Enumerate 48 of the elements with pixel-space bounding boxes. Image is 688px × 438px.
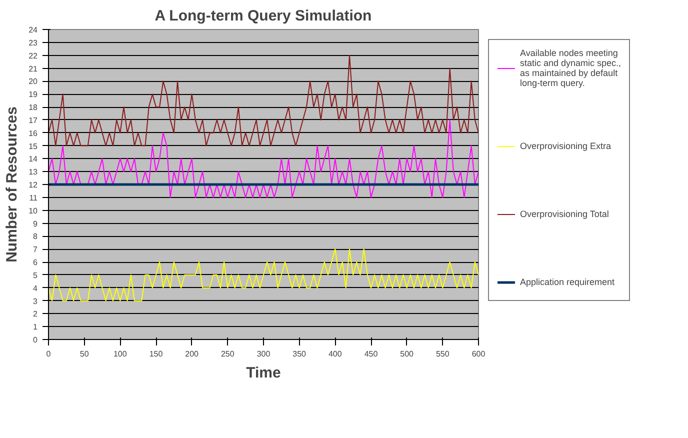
y-tick-label: 6 xyxy=(33,258,38,267)
legend-label: Overprovisioning Total xyxy=(520,209,609,219)
y-tick-label: 19 xyxy=(28,90,38,100)
line-series xyxy=(48,54,478,146)
x-tick-label: 50 xyxy=(80,350,90,358)
x-tick-label: 500 xyxy=(400,350,414,358)
y-tick-label: 17 xyxy=(28,116,38,125)
y-tick-label: 12 xyxy=(28,180,38,190)
chart-title: A Long-term Query Simulation xyxy=(154,8,372,24)
y-tick-label: 8 xyxy=(33,232,38,242)
x-tick-label: 250 xyxy=(220,350,235,358)
y-tick-label: 23 xyxy=(28,38,38,48)
x-tick-label: 600 xyxy=(472,350,486,358)
y-tick-label: 13 xyxy=(28,168,38,177)
x-tick-label: 0 xyxy=(46,350,52,358)
x-tick-label: 300 xyxy=(256,350,271,358)
y-tick-label: 10 xyxy=(28,206,38,216)
line-series xyxy=(48,248,478,302)
y-axis-title: Number of Resources xyxy=(4,106,21,262)
legend-label: Overprovisioning Extra xyxy=(520,141,612,151)
y-tick-label: 21 xyxy=(28,64,38,74)
y-tick-label: 5 xyxy=(33,270,38,280)
x-tick-label: 550 xyxy=(436,350,450,358)
y-tick-label: 15 xyxy=(28,142,38,151)
x-tick-label: 350 xyxy=(292,350,307,358)
x-tick-label: 200 xyxy=(185,350,200,358)
x-tick-label: 450 xyxy=(364,350,378,358)
y-tick-label: 18 xyxy=(28,103,38,112)
y-tick-label: 1 xyxy=(33,322,38,332)
y-tick-label: 4 xyxy=(33,284,38,293)
x-tick-label: 100 xyxy=(113,350,128,358)
y-tick-label: 16 xyxy=(28,128,38,138)
y-tick-label: 0 xyxy=(33,336,38,344)
y-tick-label: 14 xyxy=(28,154,38,164)
x-axis-title: Time xyxy=(246,364,281,382)
y-tick-label: 3 xyxy=(33,296,38,306)
y-tick-label: 24 xyxy=(28,26,38,34)
x-tick-label: 150 xyxy=(149,350,164,358)
legend-label: Available nodes meeting static and dynamic spec., as maintained by default long-term query. xyxy=(520,48,622,88)
y-tick-label: 11 xyxy=(29,193,38,202)
x-tick-label: 400 xyxy=(328,350,342,358)
y-tick-label: 20 xyxy=(28,77,38,86)
line-series xyxy=(48,119,478,198)
y-tick-label: 9 xyxy=(33,219,38,228)
legend-label: Application requirement xyxy=(520,277,615,287)
y-tick-label: 2 xyxy=(33,310,38,319)
y-tick-label: 7 xyxy=(33,245,38,254)
y-tick-label: 22 xyxy=(28,51,38,60)
